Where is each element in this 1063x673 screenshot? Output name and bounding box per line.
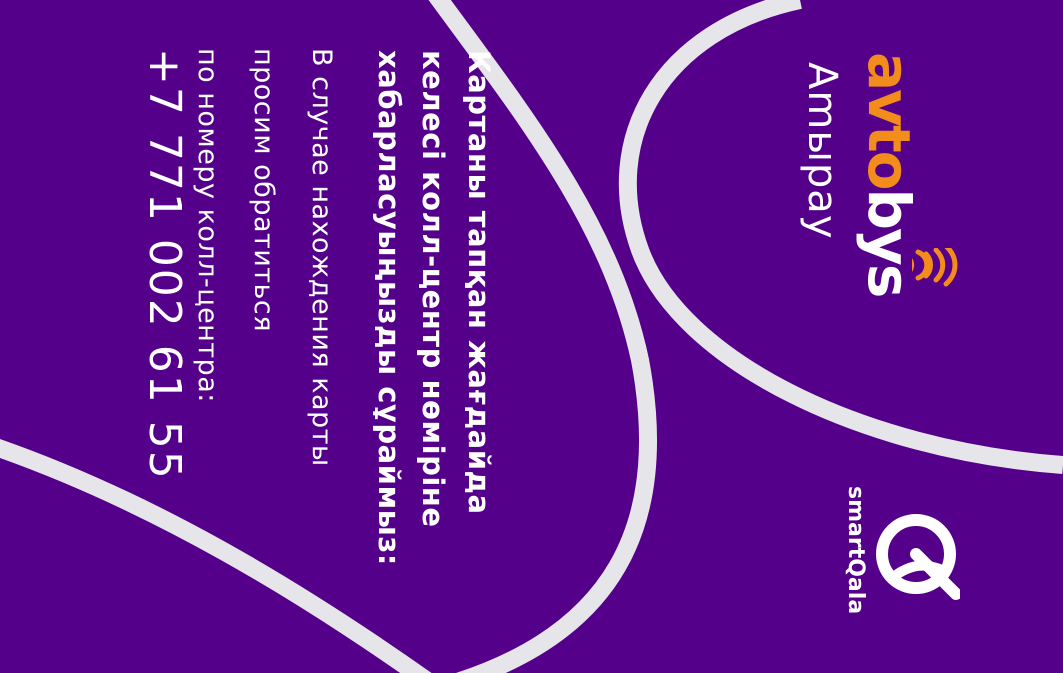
message-kk-line2: келесі колл-центр нөміріне: [416, 50, 450, 528]
curve-center: [428, 0, 658, 673]
curve-right: [618, 0, 1063, 474]
phone-number: +7 771 002 61 55: [139, 48, 190, 481]
logo-text-orange: avto: [855, 52, 923, 189]
product-name: Amыpay: [799, 62, 845, 240]
message-kk-line1: Картаны тапқан жағдайда: [462, 50, 496, 515]
message-kk-line3: хабарласуыңызды сұраймыз:: [372, 50, 406, 566]
message-ru-line2: просим обратиться: [248, 48, 279, 333]
curve-left: [0, 438, 432, 673]
smartqala-logo-icon: [876, 514, 960, 600]
message-ru-line1: В случае нахождения карты: [306, 48, 337, 467]
signal-waves-icon: [912, 248, 958, 287]
avtobys-logo: avtobys: [855, 52, 923, 296]
smartqala-label: smartQala: [843, 486, 868, 615]
